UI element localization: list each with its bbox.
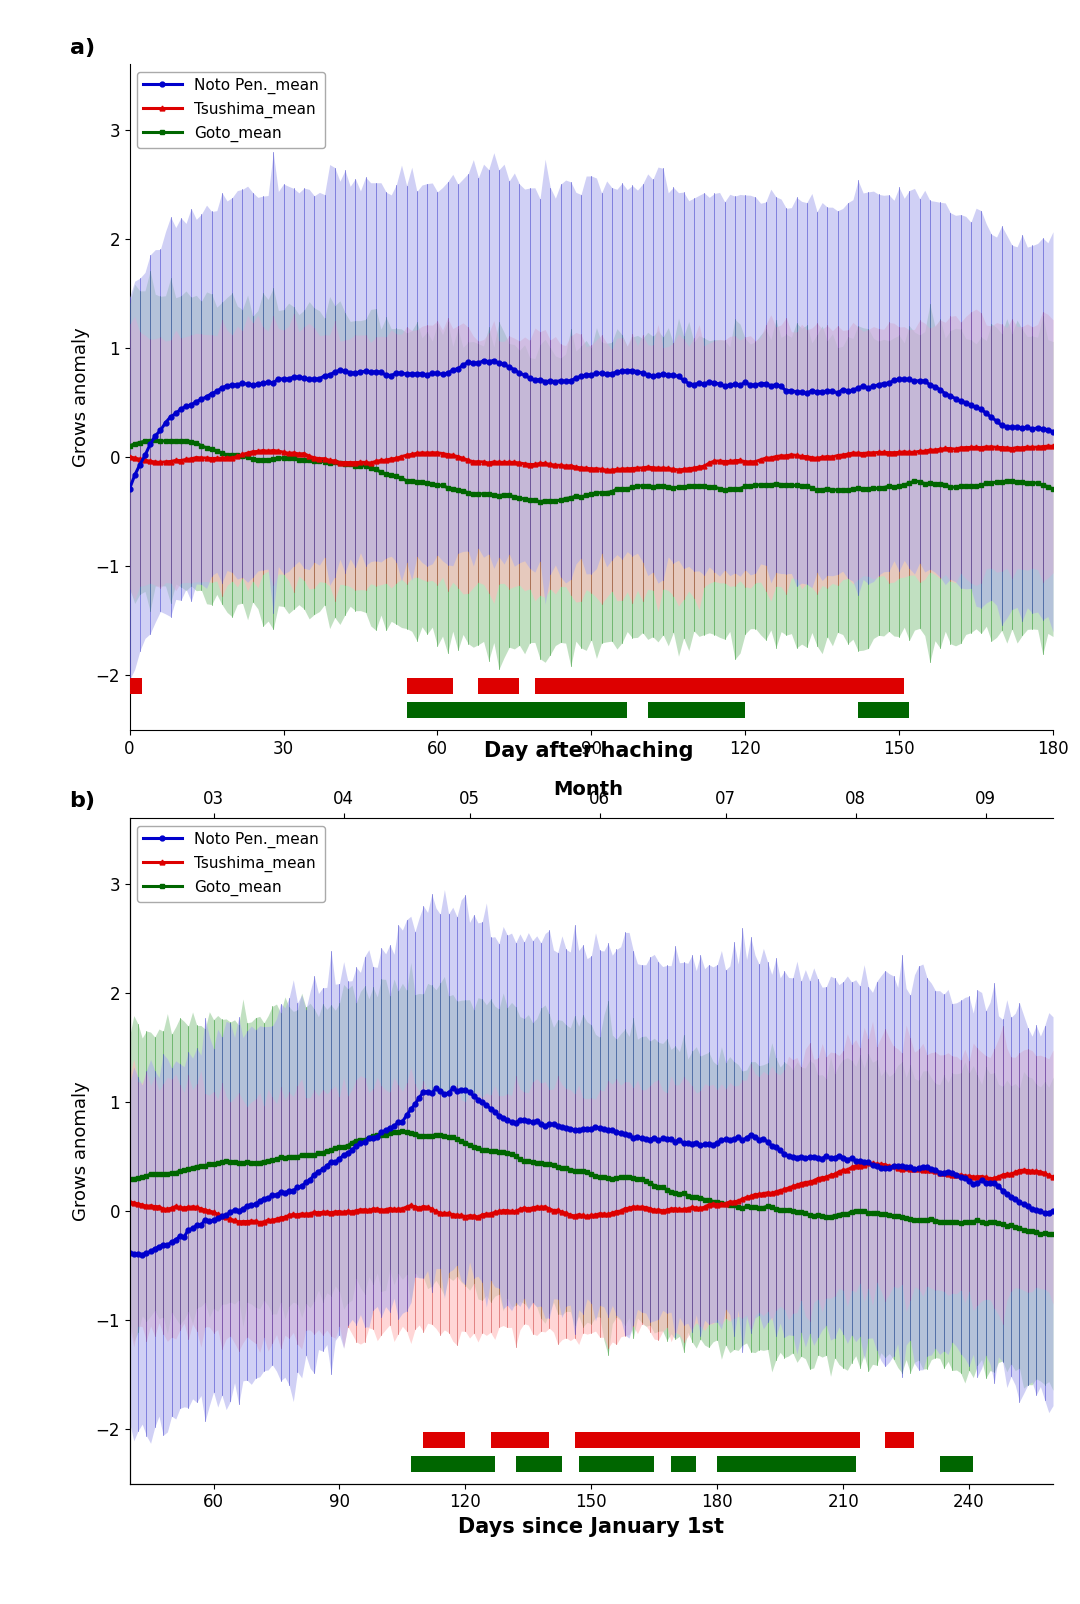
Y-axis label: Grows anomaly: Grows anomaly (72, 1081, 90, 1221)
Tsushima_mean (1047, 1168, 1059, 1187)
Goto_mean (534, 492, 546, 512)
Tsushima_mean (1047, 436, 1059, 456)
Tsushima_mean (605, 460, 618, 480)
Legend: Noto Pen._mean, Tsushima_mean, Goto_mean: Noto Pen._mean, Tsushima_mean, Goto_mean (137, 72, 325, 148)
Line: Noto Pen._mean: Noto Pen._mean (127, 1086, 1055, 1258)
Noto Pen._mean (1047, 1201, 1059, 1221)
Goto_mean (123, 436, 136, 456)
Noto Pen._mean (228, 1200, 241, 1219)
Legend: Noto Pen._mean, Tsushima_mean, Goto_mean: Noto Pen._mean, Tsushima_mean, Goto_mean (137, 826, 325, 901)
Goto_mean (205, 439, 218, 459)
X-axis label: Days since January 1st: Days since January 1st (458, 1517, 725, 1537)
Goto_mean (1047, 1224, 1059, 1243)
Noto Pen._mean (380, 366, 393, 385)
Goto_mean (430, 1126, 443, 1145)
Tsushima_mean (123, 1192, 136, 1211)
Noto Pen._mean (660, 1129, 673, 1148)
Goto_mean (123, 1169, 136, 1189)
Line: Tsushima_mean: Tsushima_mean (127, 444, 1055, 473)
Goto_mean (384, 465, 397, 484)
Tsushima_mean (1041, 436, 1054, 456)
Tsushima_mean (253, 1213, 266, 1232)
Noto Pen._mean (434, 1081, 447, 1100)
Noto Pen._mean (1047, 422, 1059, 441)
Goto_mean (728, 1197, 741, 1216)
Text: Day after haching: Day after haching (484, 741, 693, 760)
Noto Pen._mean (123, 480, 136, 499)
Line: Goto_mean: Goto_mean (127, 1129, 1055, 1237)
Goto_mean (897, 475, 910, 494)
Noto Pen._mean (732, 1128, 745, 1147)
Goto_mean (388, 1123, 401, 1142)
Tsushima_mean (430, 1201, 443, 1221)
Goto_mean (1047, 480, 1059, 499)
Tsushima_mean (585, 1206, 598, 1225)
Noto Pen._mean (569, 369, 582, 388)
Noto Pen._mean (200, 387, 213, 406)
Tsushima_mean (862, 1153, 875, 1173)
Text: b): b) (69, 791, 95, 812)
Goto_mean (224, 1152, 237, 1171)
Noto Pen._mean (892, 369, 905, 388)
Goto_mean (149, 430, 162, 449)
Tsushima_mean (392, 1200, 405, 1219)
Line: Noto Pen._mean: Noto Pen._mean (127, 358, 1055, 491)
Tsushima_mean (261, 441, 274, 460)
Goto_mean (267, 449, 280, 468)
Text: Month: Month (554, 780, 623, 799)
Line: Goto_mean: Goto_mean (127, 438, 1055, 504)
Noto Pen._mean (392, 1113, 405, 1132)
Tsushima_mean (569, 457, 582, 476)
Noto Pen._mean (261, 372, 274, 391)
Line: Tsushima_mean: Tsushima_mean (127, 1161, 1055, 1225)
Tsushima_mean (380, 451, 393, 470)
Noto Pen._mean (123, 1243, 136, 1262)
Noto Pen._mean (589, 1118, 602, 1137)
Goto_mean (1042, 1225, 1055, 1245)
Tsushima_mean (123, 448, 136, 467)
Goto_mean (580, 486, 593, 505)
Tsushima_mean (224, 1209, 237, 1229)
Goto_mean (575, 488, 588, 507)
Noto Pen._mean (575, 367, 588, 387)
Noto Pen._mean (487, 351, 500, 371)
Tsushima_mean (892, 443, 905, 462)
Tsushima_mean (564, 456, 577, 475)
Noto Pen._mean (430, 1078, 443, 1097)
Goto_mean (585, 1165, 598, 1184)
Tsushima_mean (200, 449, 213, 468)
Noto Pen._mean (136, 1245, 149, 1264)
Tsushima_mean (657, 1201, 670, 1221)
Tsushima_mean (728, 1192, 741, 1211)
Text: a): a) (69, 37, 95, 58)
Y-axis label: Grows anomaly: Grows anomaly (72, 327, 90, 467)
Goto_mean (657, 1177, 670, 1197)
Goto_mean (396, 1121, 409, 1140)
